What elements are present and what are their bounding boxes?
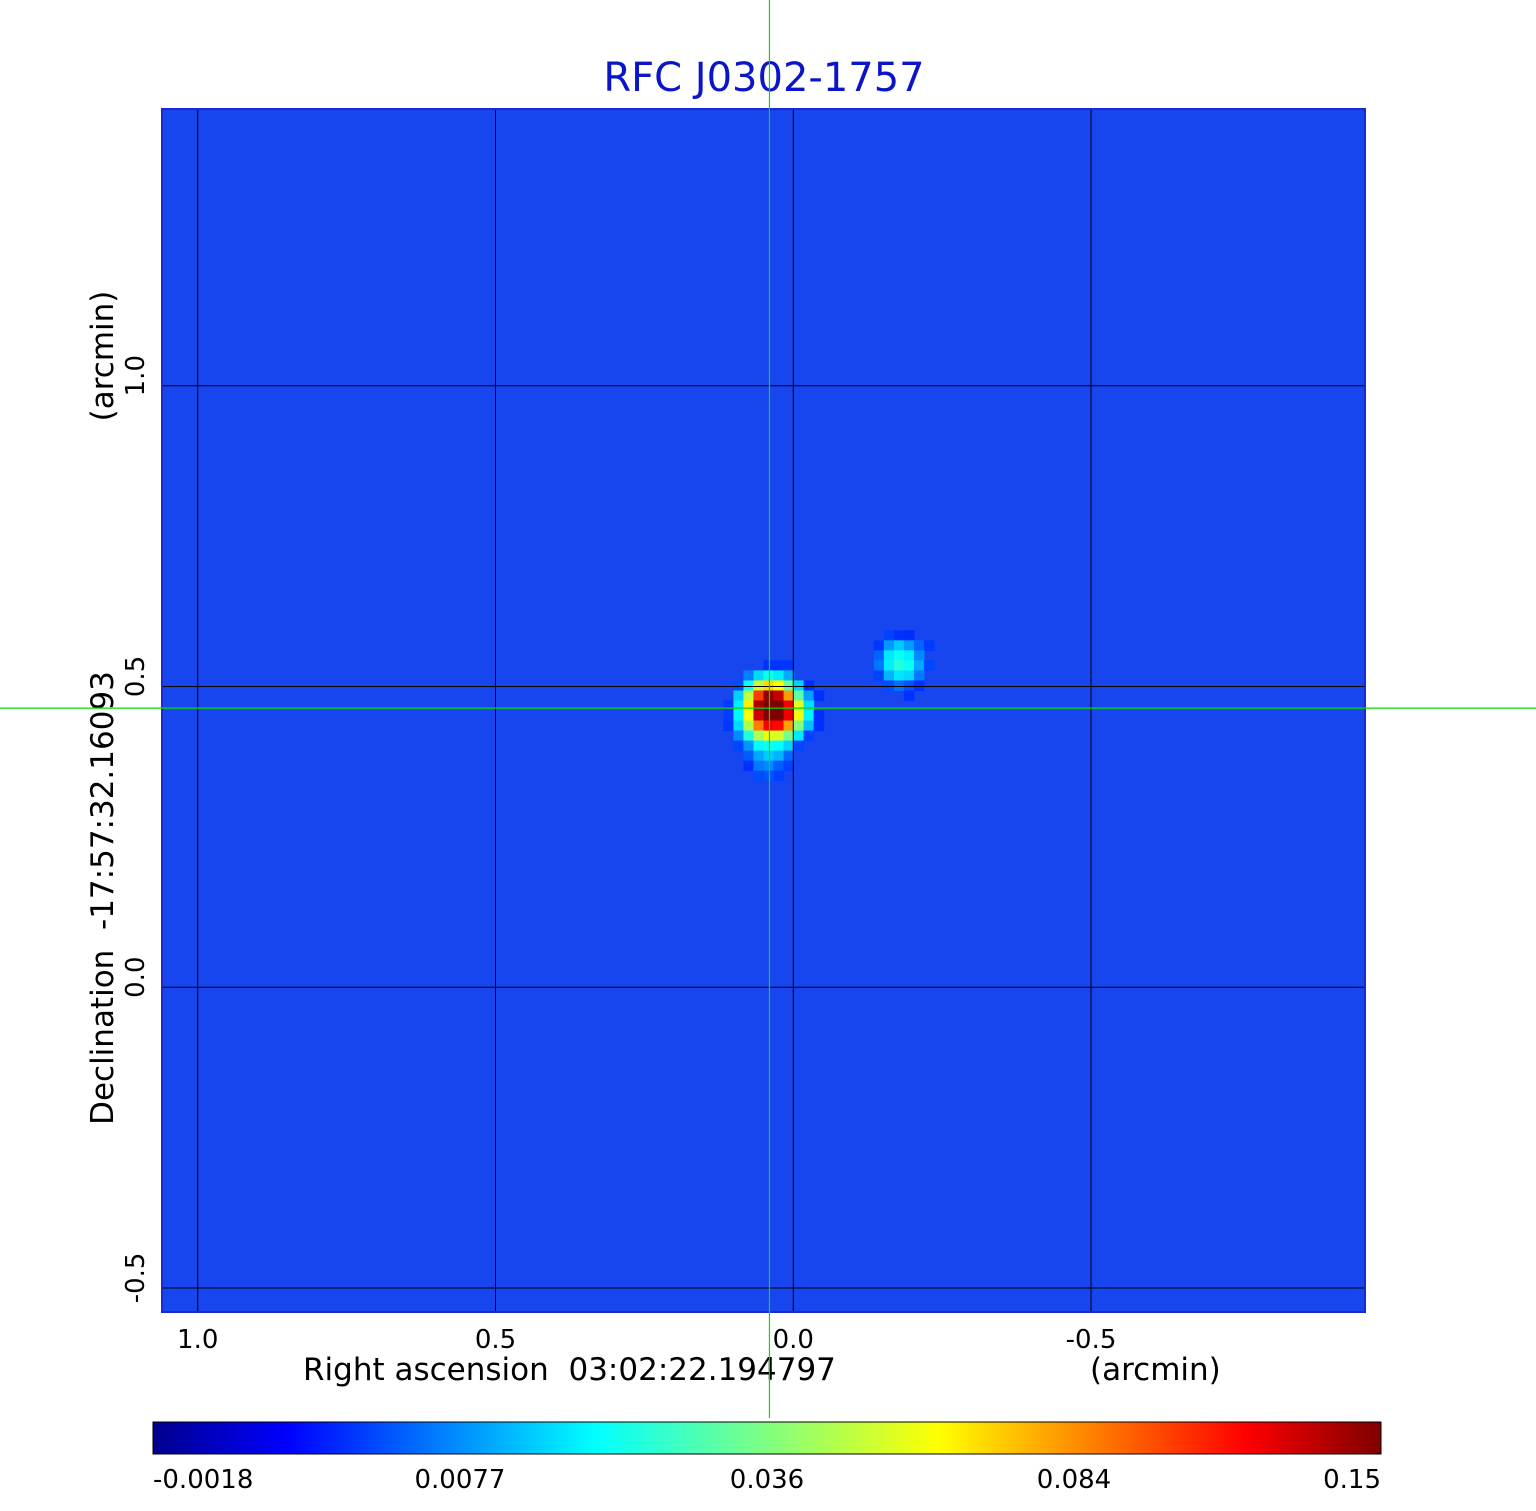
y-axis-label: Declination -17:57:32.16093 bbox=[85, 671, 121, 1125]
y-tick-labels: -0.5 0.0 0.5 1.0 bbox=[121, 355, 151, 1303]
colorbar-gradient bbox=[152, 1421, 1382, 1455]
intensity-map bbox=[723, 630, 935, 782]
x-tick-labels: 1.0 0.5 0.0 -0.5 bbox=[177, 1325, 1116, 1355]
y-tick-label: 0.0 bbox=[121, 957, 151, 998]
x-tick-label: -0.5 bbox=[1066, 1325, 1117, 1355]
y-tick-label: -0.5 bbox=[121, 1253, 151, 1304]
x-tick-label: 1.0 bbox=[177, 1325, 218, 1355]
grid-lines bbox=[162, 109, 1365, 1312]
colorbar-tick-label: 0.0077 bbox=[415, 1465, 506, 1495]
plot-area bbox=[161, 108, 1366, 1313]
y-tick-label: 1.0 bbox=[121, 355, 151, 396]
colorbar-tick-label: 0.036 bbox=[730, 1465, 804, 1495]
y-axis-unit: (arcmin) bbox=[85, 291, 121, 422]
y-tick-label: 0.5 bbox=[121, 656, 151, 697]
x-axis-label: Right ascension 03:02:22.194797 bbox=[303, 1352, 836, 1388]
x-tick-label: 0.5 bbox=[475, 1325, 516, 1355]
x-axis-unit: (arcmin) bbox=[1090, 1352, 1221, 1388]
colorbar-tick-label: -0.0018 bbox=[153, 1465, 253, 1495]
plot-frame bbox=[161, 108, 1366, 1313]
colorbar-tick-labels: -0.0018 0.0077 0.036 0.084 0.15 bbox=[153, 1465, 1381, 1495]
x-tick-label: 0.0 bbox=[773, 1325, 814, 1355]
colorbar-tick-label: 0.084 bbox=[1037, 1465, 1111, 1495]
chart-title: RFC J0302-1757 bbox=[603, 55, 924, 101]
crosshair bbox=[0, 0, 1536, 1418]
colorbar-tick-label: 0.15 bbox=[1323, 1465, 1381, 1495]
colorbar: -0.0018 0.0077 0.036 0.084 0.15 bbox=[152, 1421, 1382, 1495]
